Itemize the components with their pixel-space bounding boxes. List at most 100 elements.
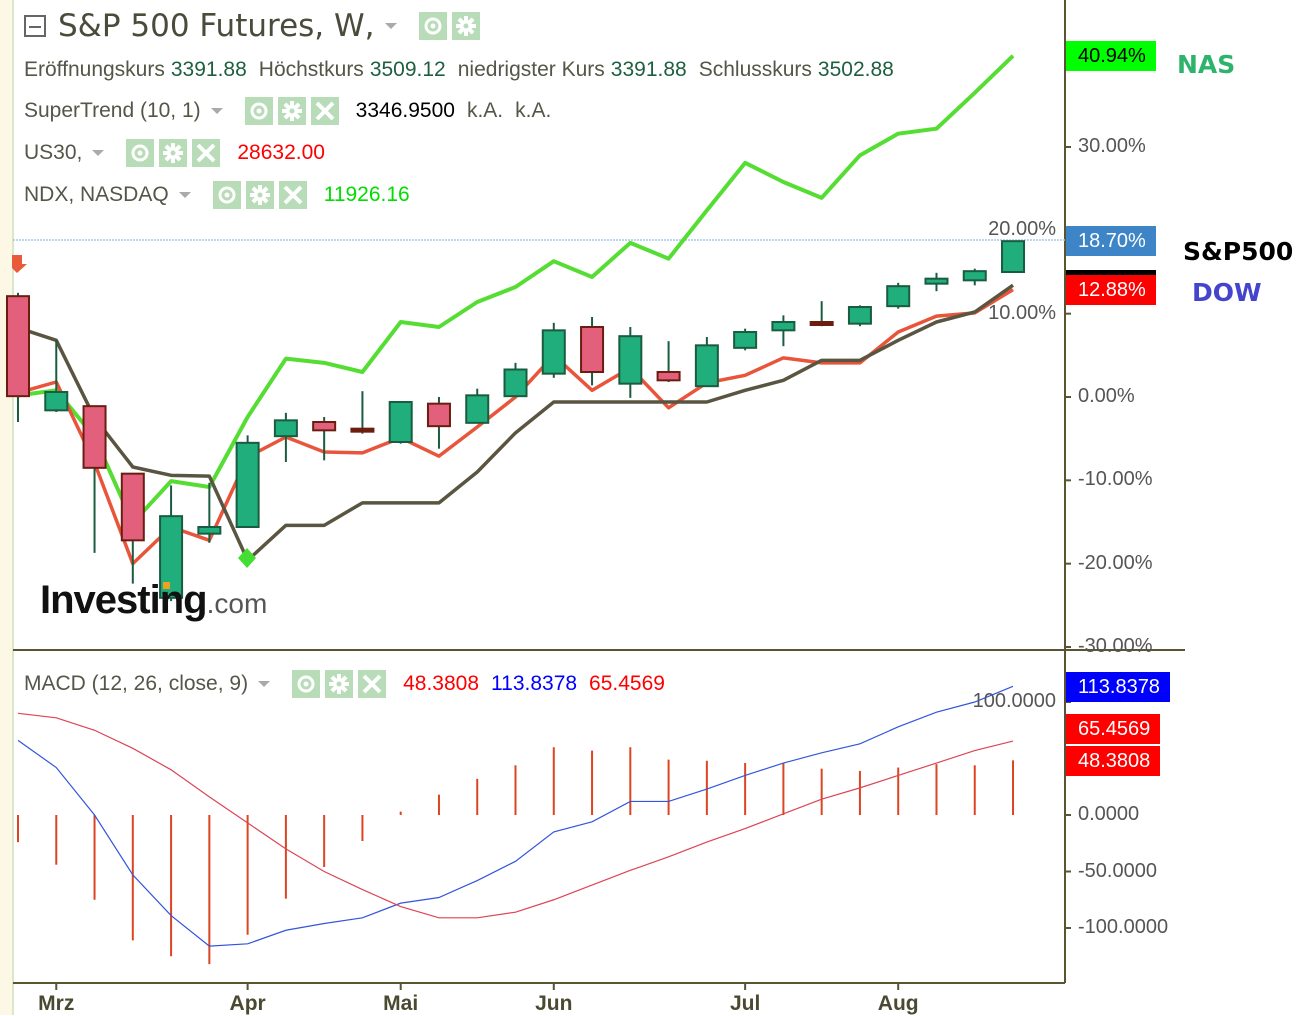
price-axis-tick-label: 10.00%: [988, 301, 1056, 324]
macd-signal-line: [17, 712, 1014, 919]
close-label: Schlusskurs: [698, 58, 812, 81]
macd-histogram-value: 48.3808: [403, 672, 480, 695]
candle: [120, 472, 145, 584]
price-pane: [6, 54, 1026, 602]
dropdown-caret-icon[interactable]: [210, 108, 223, 114]
macd-legend: MACD (12, 26, close, 9) 48.3808 113.8378…: [24, 670, 665, 698]
price-axis-tick-label: -20.00%: [1078, 551, 1153, 574]
symbol-title-row: S&P 500 Futures, W,: [24, 8, 485, 44]
candle-body: [580, 326, 605, 374]
settings-gear-icon[interactable]: [451, 12, 480, 40]
time-axis-label-jun: Jun: [535, 992, 573, 1015]
dropdown-caret-icon[interactable]: [384, 23, 397, 29]
candle-body: [541, 329, 566, 375]
price-tag: 12.88%: [1066, 274, 1156, 305]
candle: [809, 301, 834, 327]
left-scroll-strip: [0, 0, 14, 1015]
open-label: Eröffnungskurs: [24, 58, 165, 81]
candle-body: [809, 321, 834, 327]
price-tag: 18.70%: [1066, 226, 1156, 257]
visibility-eye-icon[interactable]: [292, 670, 321, 698]
candle-body: [235, 441, 260, 528]
macd-axis-tick-label: -50.0000: [1078, 859, 1157, 882]
candle-body: [733, 331, 758, 349]
open-value: 3391.88: [170, 58, 247, 81]
price-axis-tick-label: 0.00%: [1078, 385, 1135, 407]
dropdown-caret-icon[interactable]: [178, 192, 191, 198]
visibility-eye-icon[interactable]: [418, 12, 447, 40]
remove-x-icon[interactable]: [358, 670, 387, 698]
signal-markers: [12, 255, 256, 589]
candle-body: [656, 371, 681, 382]
candle-body: [197, 525, 222, 535]
candle: [924, 272, 949, 292]
macd-signal-value: 65.4569: [589, 672, 665, 695]
time-axis-label-jul: Jul: [729, 992, 761, 1015]
low-label: niedrigster Kurs: [457, 58, 605, 81]
candle: [6, 292, 30, 422]
visibility-eye-icon[interactable]: [126, 139, 155, 167]
candle: [962, 268, 987, 286]
candle-body: [962, 270, 987, 282]
logo-suffix-text: .com: [206, 588, 268, 619]
dropdown-caret-icon[interactable]: [258, 681, 271, 687]
macd-line-value: 113.8378: [491, 672, 578, 695]
marker-dot: [163, 582, 170, 589]
candle-body: [120, 472, 145, 542]
macd-axis-tick-label: -100.0000: [1078, 916, 1169, 938]
candle: [197, 482, 222, 543]
supertrend-value: 3346.9500: [355, 99, 455, 122]
macd-axis-tick-label: 0.0000: [1078, 803, 1140, 825]
axes: [13, 0, 1185, 984]
candle-body: [388, 400, 413, 443]
candle: [273, 412, 298, 462]
symbol-title[interactable]: S&P 500 Futures, W,: [58, 8, 375, 44]
candle-body: [771, 321, 796, 332]
candle-body: [886, 285, 911, 308]
remove-x-icon[interactable]: [278, 181, 307, 209]
ndx-value: 11926.16: [323, 183, 410, 206]
candle-body: [312, 420, 337, 432]
visibility-eye-icon[interactable]: [212, 181, 241, 209]
supertrend-extra-1: k.A.: [466, 99, 504, 122]
candle: [847, 305, 872, 327]
candle: [1001, 240, 1026, 274]
macd-name[interactable]: MACD (12, 26, close, 9): [24, 672, 249, 695]
visibility-eye-icon[interactable]: [244, 97, 273, 125]
candle: [733, 328, 758, 351]
sp500-series-label: S&P500: [1183, 237, 1294, 266]
candle: [159, 485, 184, 602]
settings-gear-icon[interactable]: [159, 139, 188, 167]
price-tag: 40.94%: [1066, 40, 1156, 71]
ndx-legend: NDX, NASDAQ 11926.16: [24, 181, 410, 209]
macd-pane: [17, 685, 1015, 965]
supertrend-name[interactable]: SuperTrend (10, 1): [24, 99, 201, 122]
time-axis-label-apr: Apr: [229, 992, 266, 1015]
settings-gear-icon[interactable]: [245, 181, 274, 209]
candle-body: [924, 277, 949, 285]
nas-series-label: NAS: [1177, 50, 1236, 79]
price-axis-tick-label: -30.00%: [1078, 634, 1153, 657]
buy-signal-diamond-icon: [238, 548, 256, 568]
candle: [44, 340, 69, 412]
collapse-icon[interactable]: [24, 15, 46, 37]
ndx-name[interactable]: NDX, NASDAQ: [24, 183, 169, 206]
dropdown-caret-icon[interactable]: [92, 150, 105, 156]
settings-gear-icon[interactable]: [277, 97, 306, 125]
candle-body: [847, 306, 872, 325]
settings-gear-icon[interactable]: [325, 670, 354, 698]
us30-name[interactable]: US30,: [24, 141, 83, 164]
series-line-supertrend-10-1-: [17, 283, 1015, 563]
supertrend-extra-2: k.A.: [515, 99, 552, 122]
candle-body: [426, 402, 451, 428]
remove-x-icon[interactable]: [310, 97, 339, 125]
candle: [388, 400, 413, 444]
investing-logo: Investing.com: [40, 578, 267, 623]
remove-x-icon[interactable]: [192, 139, 221, 167]
low-value: 3391.88: [610, 58, 687, 81]
close-value: 3502.88: [817, 58, 894, 81]
candle: [694, 337, 719, 388]
supertrend-legend: SuperTrend (10, 1) 3346.9500 k.A. k.A.: [24, 97, 551, 125]
macd-value-tag: 113.8378: [1066, 672, 1170, 702]
